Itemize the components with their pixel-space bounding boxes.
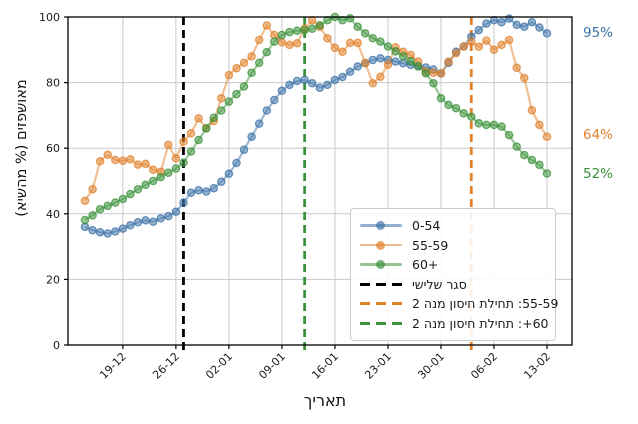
legend-dashed-line-swatch (360, 277, 402, 291)
legend-item: 55-59 (360, 236, 546, 256)
end-annotation: 95% (583, 25, 614, 42)
legend: 0-54 55-59 60+ סגר שלישי 55-59: תחילת חיסון … (350, 208, 558, 341)
svg-text:60: 60 (46, 142, 60, 155)
series-55-59 (80, 16, 552, 205)
svg-text:26-12: 26-12 (150, 350, 182, 382)
legend-line-marker-swatch (360, 219, 402, 233)
y-axis-title: מאושפזים (% מהשיא) (14, 79, 30, 217)
legend-dashed-line-swatch (360, 316, 402, 330)
legend-label: 0-54 (412, 218, 441, 234)
svg-text:16-01: 16-01 (309, 350, 341, 382)
legend-item: סגר שלישי (360, 275, 546, 295)
legend-label: 60+: תחילת חיסון מנה 2 (412, 315, 549, 331)
svg-text:13-02: 13-02 (521, 350, 553, 382)
end-annotation: 52% (583, 166, 614, 183)
svg-text:02-01: 02-01 (203, 350, 235, 382)
svg-text:30-01: 30-01 (415, 350, 447, 382)
series-60+ (80, 12, 552, 225)
series-0-54 (80, 14, 552, 238)
legend-item: 60+ (360, 255, 546, 275)
svg-text:80: 80 (46, 77, 60, 90)
legend-dashed-line-swatch (360, 297, 402, 311)
legend-item: 0-54 (360, 216, 546, 236)
legend-item: 60+: תחילת חיסון מנה 2 (360, 314, 549, 334)
svg-text:40: 40 (46, 208, 60, 221)
legend-line-marker-swatch (360, 258, 402, 272)
axes-frame (67, 16, 573, 346)
svg-text:19-12: 19-12 (97, 350, 129, 382)
svg-text:06-02: 06-02 (468, 350, 500, 382)
legend-line-marker-swatch (360, 238, 402, 252)
svg-text:0: 0 (53, 339, 60, 352)
svg-text:20: 20 (46, 273, 60, 286)
svg-text:23-01: 23-01 (362, 350, 394, 382)
svg-text:09-01: 09-01 (256, 350, 288, 382)
legend-item: 55-59: תחילת חיסון מנה 2 (360, 294, 558, 314)
legend-label: 60+ (412, 257, 439, 273)
legend-label: 55-59: תחילת חיסון מנה 2 (412, 296, 559, 312)
end-annotation: 64% (583, 127, 614, 144)
x-axis-title: תאריך (303, 391, 347, 410)
svg-text:100: 100 (39, 11, 60, 24)
legend-label: סגר שלישי (412, 276, 467, 292)
legend-label: 55-59 (412, 237, 449, 253)
